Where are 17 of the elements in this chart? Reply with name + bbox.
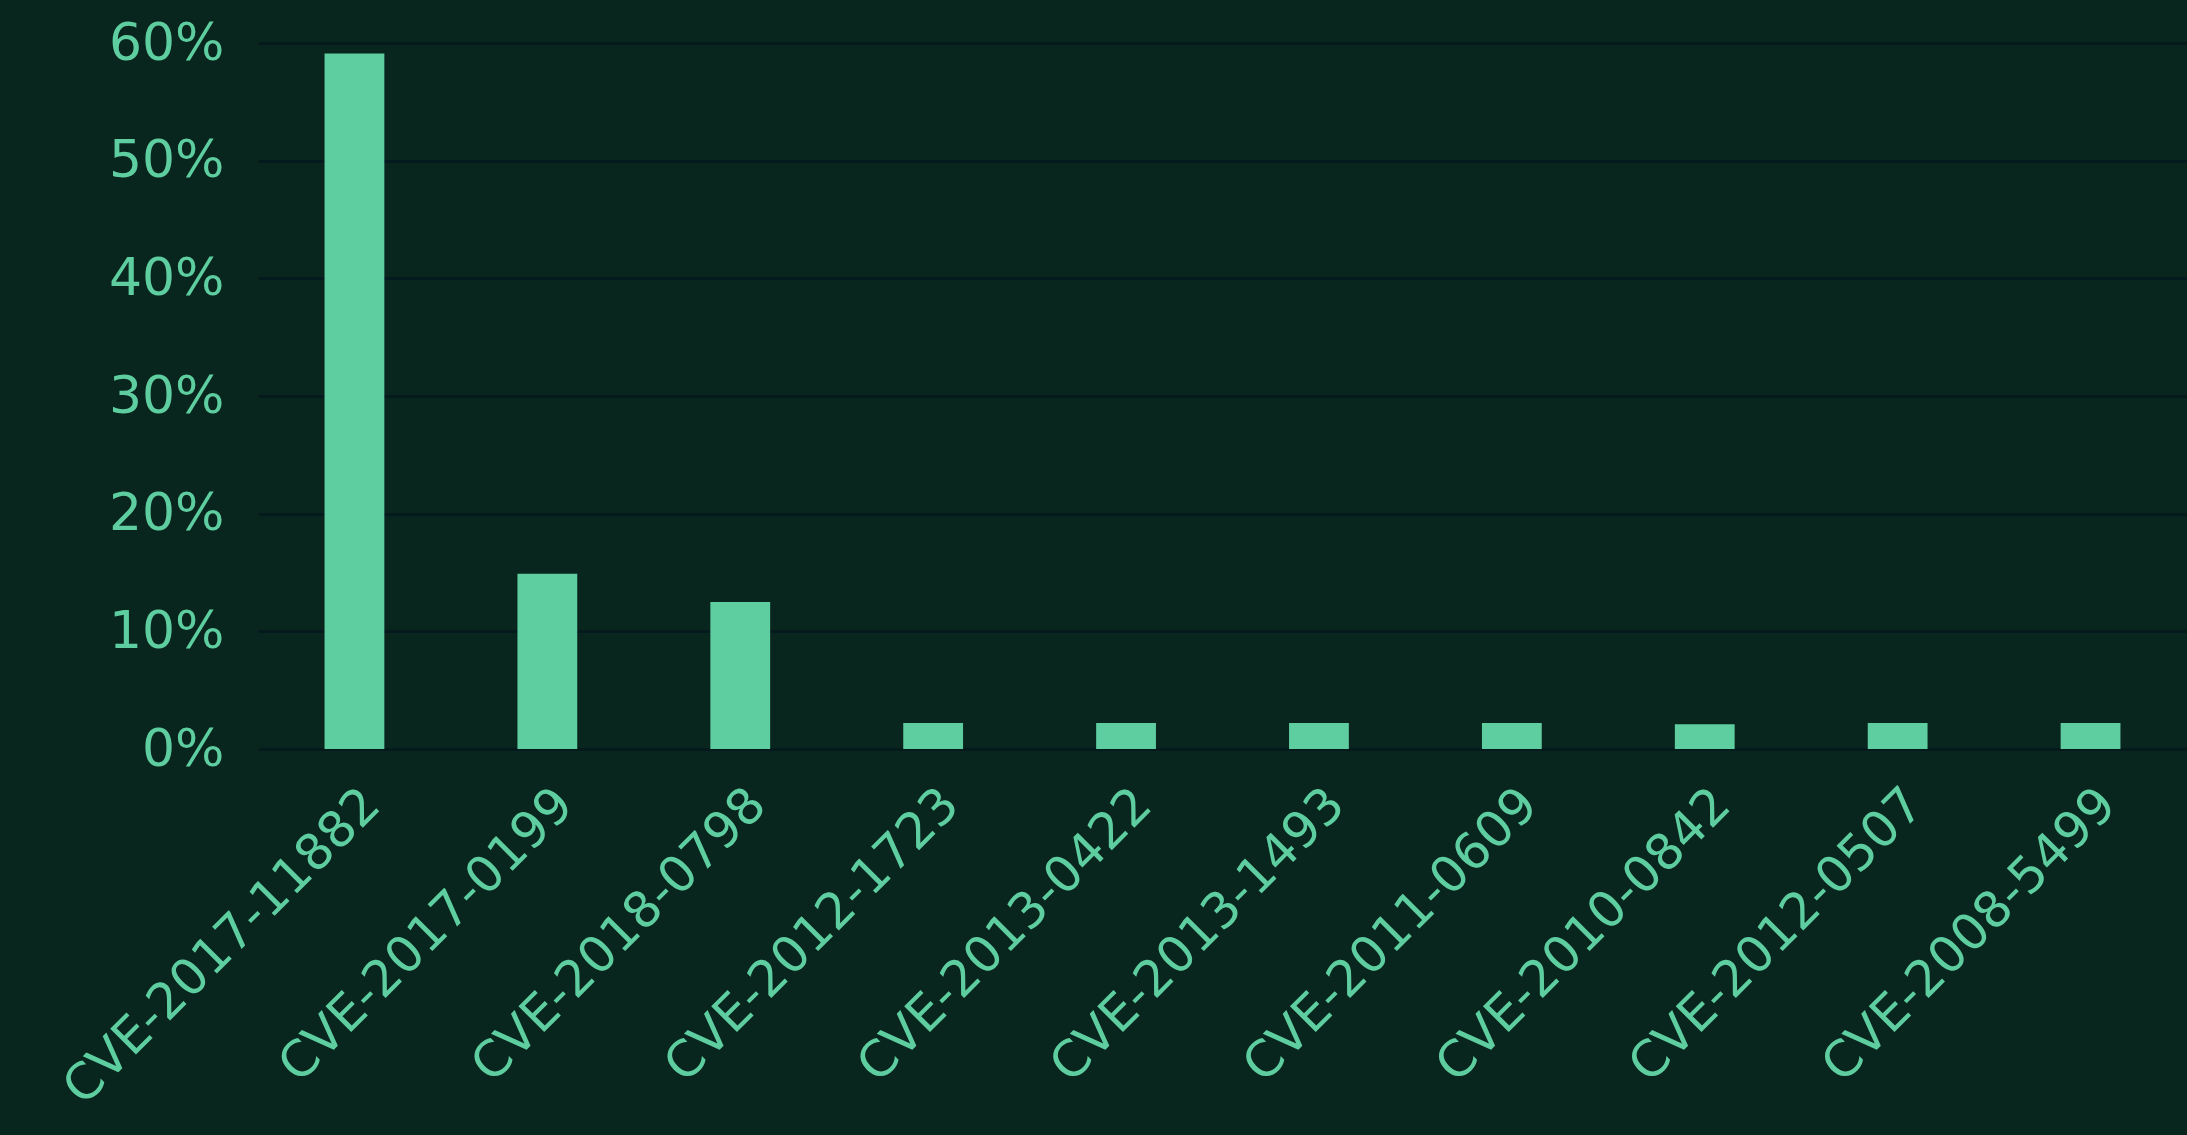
y-tick-label: 20% xyxy=(108,482,225,543)
bar xyxy=(1867,723,1928,749)
bar xyxy=(903,723,964,749)
y-tick-label: 50% xyxy=(108,129,225,190)
y-tick-label: 10% xyxy=(108,599,225,660)
y-tick-label: 0% xyxy=(142,717,225,778)
bar xyxy=(517,573,578,749)
bar xyxy=(2060,723,2121,749)
bar xyxy=(1289,723,1349,749)
bar xyxy=(1674,724,1735,749)
y-tick-label: 40% xyxy=(108,246,225,307)
bar xyxy=(1096,723,1156,749)
bar xyxy=(1481,723,1542,749)
y-tick-label: 30% xyxy=(108,364,225,425)
bar xyxy=(710,601,771,749)
y-tick-label: 60% xyxy=(108,11,225,72)
bar xyxy=(324,53,385,749)
